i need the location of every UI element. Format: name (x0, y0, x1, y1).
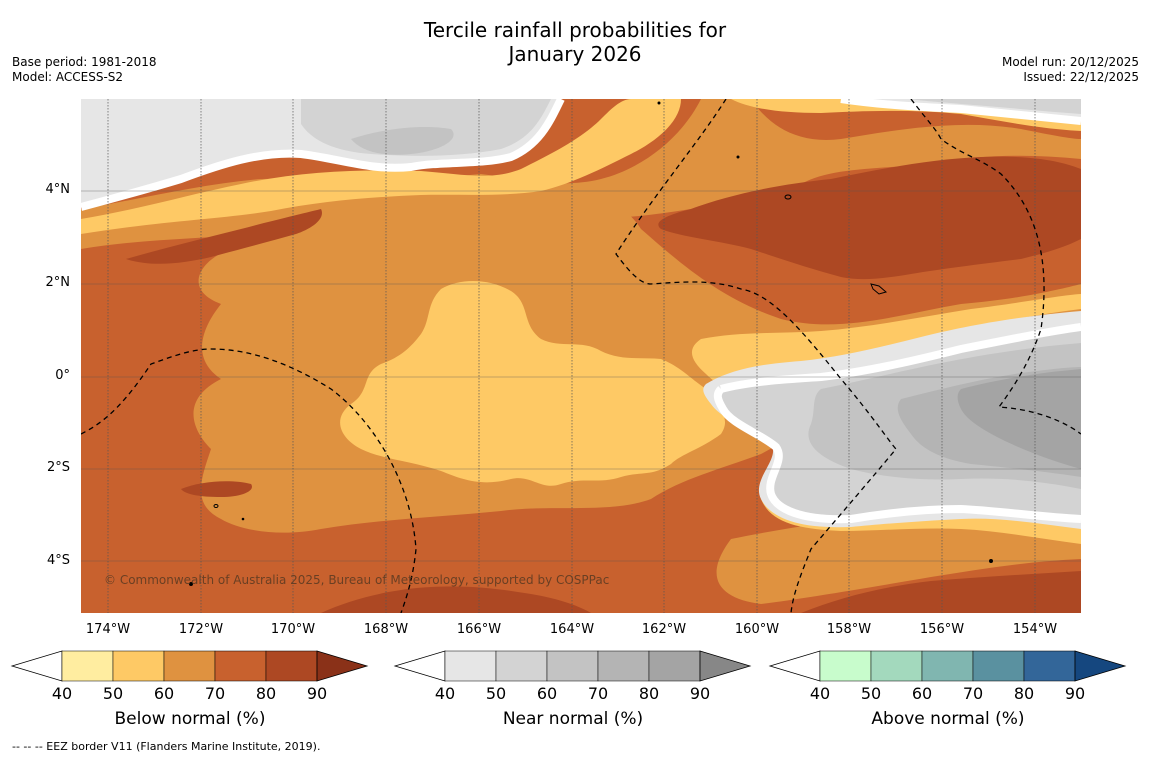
near-normal-label: Near normal (%) (502, 709, 644, 729)
x-tick-170W: 170°W (270, 622, 316, 637)
near-colorbar-over (699, 650, 752, 682)
region-below-60-north (81, 99, 1081, 249)
near-tick-50: 50 (485, 684, 507, 703)
x-tick-168W: 168°W (363, 622, 409, 637)
near-tick-90: 90 (689, 684, 711, 703)
above-colorbar-bin-2 (921, 650, 974, 682)
region-below-80-south-east (801, 571, 1081, 613)
near-tick-80: 80 (638, 684, 660, 703)
near-tick-40: 40 (434, 684, 456, 703)
colorbar-above-normal (768, 650, 1127, 682)
x-tick-154W: 154°W (1012, 622, 1058, 637)
below-tick-40: 40 (51, 684, 73, 703)
base-period: Base period: 1981-2018 (12, 55, 157, 69)
region-below-50-north (81, 99, 681, 234)
title-line-1: Tercile rainfall probabilities for (423, 18, 727, 42)
issued-date: Issued: 22/12/2025 (1023, 70, 1139, 84)
x-tick-172W: 172°W (178, 622, 224, 637)
above-colorbar-under (768, 650, 821, 682)
x-tick-160W: 160°W (734, 622, 780, 637)
region-below-60-east (716, 511, 1081, 604)
region-below-80-small (181, 481, 252, 497)
y-tick-4S: 4°S (46, 553, 70, 568)
below-colorbar-under (10, 650, 63, 682)
contour-near-north-outline (81, 99, 1081, 211)
near-tick-60: 60 (536, 684, 558, 703)
model-run: Model run: 20/12/2025 (1001, 55, 1139, 69)
region-below-80-south (321, 586, 591, 613)
below-tick-80: 80 (255, 684, 277, 703)
graticule-lat (81, 190, 1081, 562)
near-tick-70: 70 (587, 684, 609, 703)
y-tick-4N: 4°N (45, 182, 71, 197)
meta-left: Base period: 1981-2018 Model: ACCESS-S2 (12, 55, 157, 85)
x-tick-156W: 156°W (919, 622, 965, 637)
below-colorbar-bin-4 (265, 650, 318, 682)
region-below-80-east (658, 156, 1081, 280)
y-tick-0: 0° (55, 368, 70, 383)
below-tick-60: 60 (153, 684, 175, 703)
near-colorbar-bin-4 (648, 650, 701, 682)
near-colorbar-bin-1 (495, 650, 548, 682)
title-line-2: January 2026 (508, 42, 642, 66)
copyright-text: © Commonwealth of Australia 2025, Bureau… (104, 573, 609, 587)
above-tick-60: 60 (911, 684, 933, 703)
probability-map: © Commonwealth of Australia 2025, Bureau… (81, 99, 1081, 613)
footer-note: -- -- -- EEZ border V11 (Flanders Marine… (12, 740, 321, 753)
x-tick-174W: 174°W (85, 622, 131, 637)
colorbar-below-normal (10, 650, 369, 682)
region-near-60-north (351, 127, 454, 155)
above-colorbar-over (1074, 650, 1127, 682)
near-colorbar-bin-3 (597, 650, 650, 682)
meta-right: Model run: 20/12/2025 Issued: 22/12/2025 (1002, 55, 1139, 85)
region-near-80-east (957, 369, 1081, 469)
above-tick-90: 90 (1064, 684, 1086, 703)
model-name: Model: ACCESS-S2 (12, 70, 124, 84)
x-tick-162W: 162°W (641, 622, 687, 637)
contour-near-east-outline (713, 323, 1081, 524)
region-below-50-central (340, 280, 726, 486)
y-tick-2S: 2°S (46, 460, 70, 475)
above-tick-40: 40 (809, 684, 831, 703)
eez-borders (81, 99, 1081, 613)
above-normal-label: Above normal (%) (871, 709, 1025, 729)
region-near-50-north-east (911, 99, 1081, 114)
above-tick-80: 80 (1013, 684, 1035, 703)
below-tick-90: 90 (306, 684, 328, 703)
above-tick-50: 50 (860, 684, 882, 703)
chart-title: Tercile rainfall probabilities for Janua… (0, 18, 1150, 66)
near-colorbar-bin-0 (444, 650, 497, 682)
region-below-80-west (126, 209, 322, 264)
below-colorbar-bin-2 (163, 650, 216, 682)
above-colorbar-bin-0 (819, 650, 872, 682)
near-colorbar-bin-2 (546, 650, 599, 682)
above-colorbar-bin-4 (1023, 650, 1076, 682)
y-tick-2N: 2°N (45, 275, 71, 290)
x-tick-158W: 158°W (826, 622, 872, 637)
below-colorbar-over (316, 650, 369, 682)
above-tick-70: 70 (962, 684, 984, 703)
colorbar-near-normal (393, 650, 752, 682)
below-colorbar-bin-3 (214, 650, 267, 682)
x-tick-166W: 166°W (456, 622, 502, 637)
near-colorbar-under (393, 650, 446, 682)
above-colorbar-bin-3 (972, 650, 1025, 682)
below-colorbar-bin-1 (112, 650, 165, 682)
below-colorbar-bin-0 (61, 650, 114, 682)
below-tick-50: 50 (102, 684, 124, 703)
below-normal-label: Below normal (%) (114, 709, 266, 729)
islands (189, 101, 993, 586)
below-tick-70: 70 (204, 684, 226, 703)
above-colorbar-bin-1 (870, 650, 923, 682)
x-tick-164W: 164°W (549, 622, 595, 637)
